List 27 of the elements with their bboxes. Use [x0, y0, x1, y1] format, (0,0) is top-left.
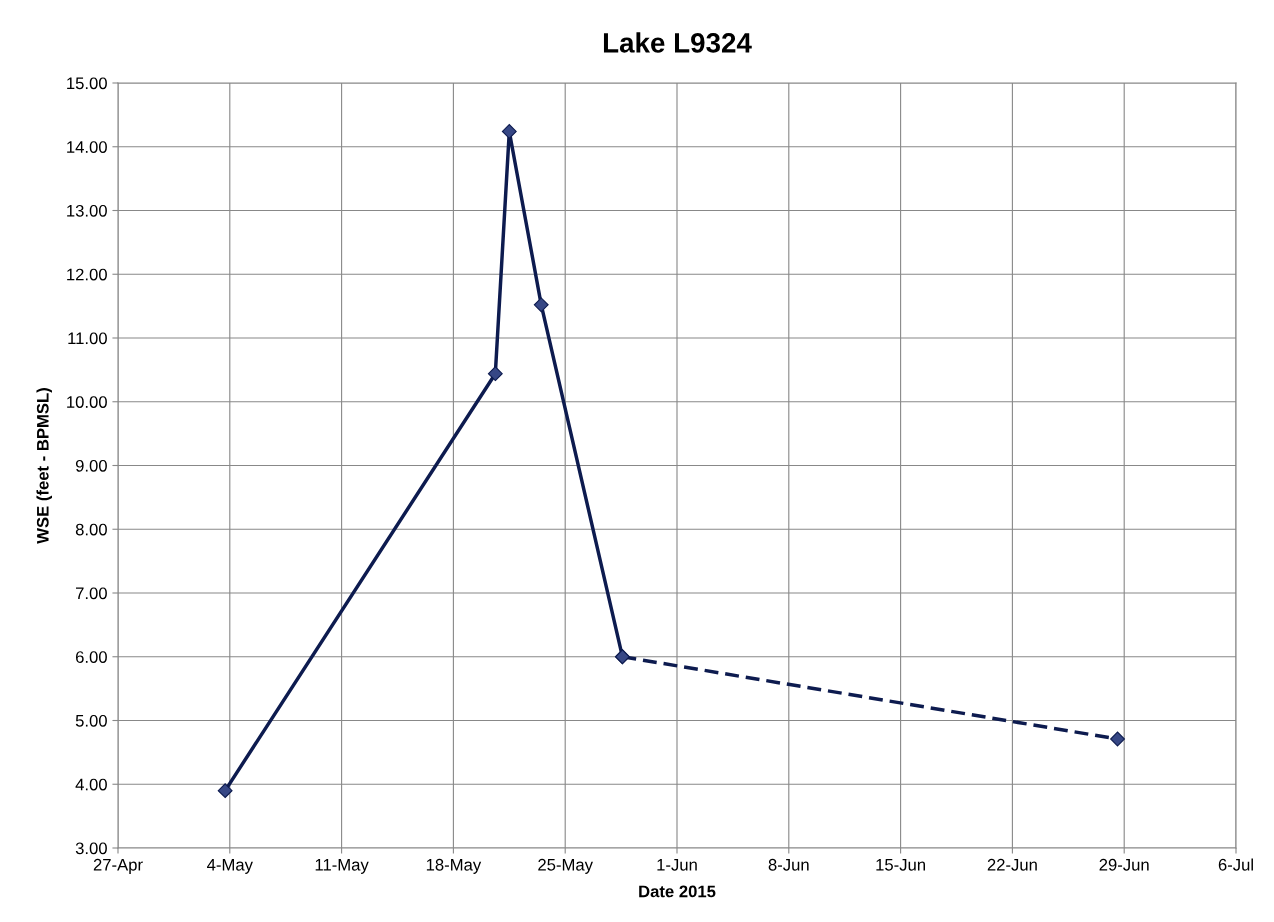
x-tick-label: 4-May [207, 859, 253, 874]
chart-title: Lake L9324 [603, 32, 752, 53]
y-tick-label: 3.00 [75, 842, 107, 855]
x-tick-label: 6-Jul [1218, 858, 1253, 871]
x-axis-title: Date 2015 [639, 885, 716, 898]
x-tick-label: 27-Apr [93, 858, 143, 874]
y-tick-label: 4.00 [75, 778, 107, 791]
x-tick-label: 1-Jun [657, 859, 697, 871]
y-axis-title: WSE (feet - BPMSL) [36, 388, 52, 544]
y-tick-label: 5.00 [75, 714, 107, 727]
y-tick-label: 12.00 [67, 268, 107, 281]
y-tick-label: 13.00 [67, 204, 107, 217]
y-tick-label: 15.00 [67, 77, 107, 90]
x-tick-label: 22-Jun [987, 858, 1037, 871]
y-tick-label: 8.00 [75, 523, 107, 536]
y-tick-label: 11.00 [68, 332, 107, 345]
x-tick-label: 8-Jun [768, 858, 809, 871]
x-tick-label: 11-May [315, 859, 369, 874]
x-tick-label: 18-May [426, 858, 482, 874]
y-tick-label: 9.00 [75, 459, 107, 472]
y-tick-label: 14.00 [67, 141, 107, 153]
y-tick-label: 10.00 [67, 396, 107, 408]
y-tick-label: 7.00 [76, 587, 107, 600]
x-tick-label: 15-Jun [876, 859, 925, 871]
x-tick-label: 25-May [538, 858, 593, 874]
x-tick-label: 29-Jun [1099, 858, 1149, 871]
y-tick-label: 6.00 [75, 651, 107, 663]
